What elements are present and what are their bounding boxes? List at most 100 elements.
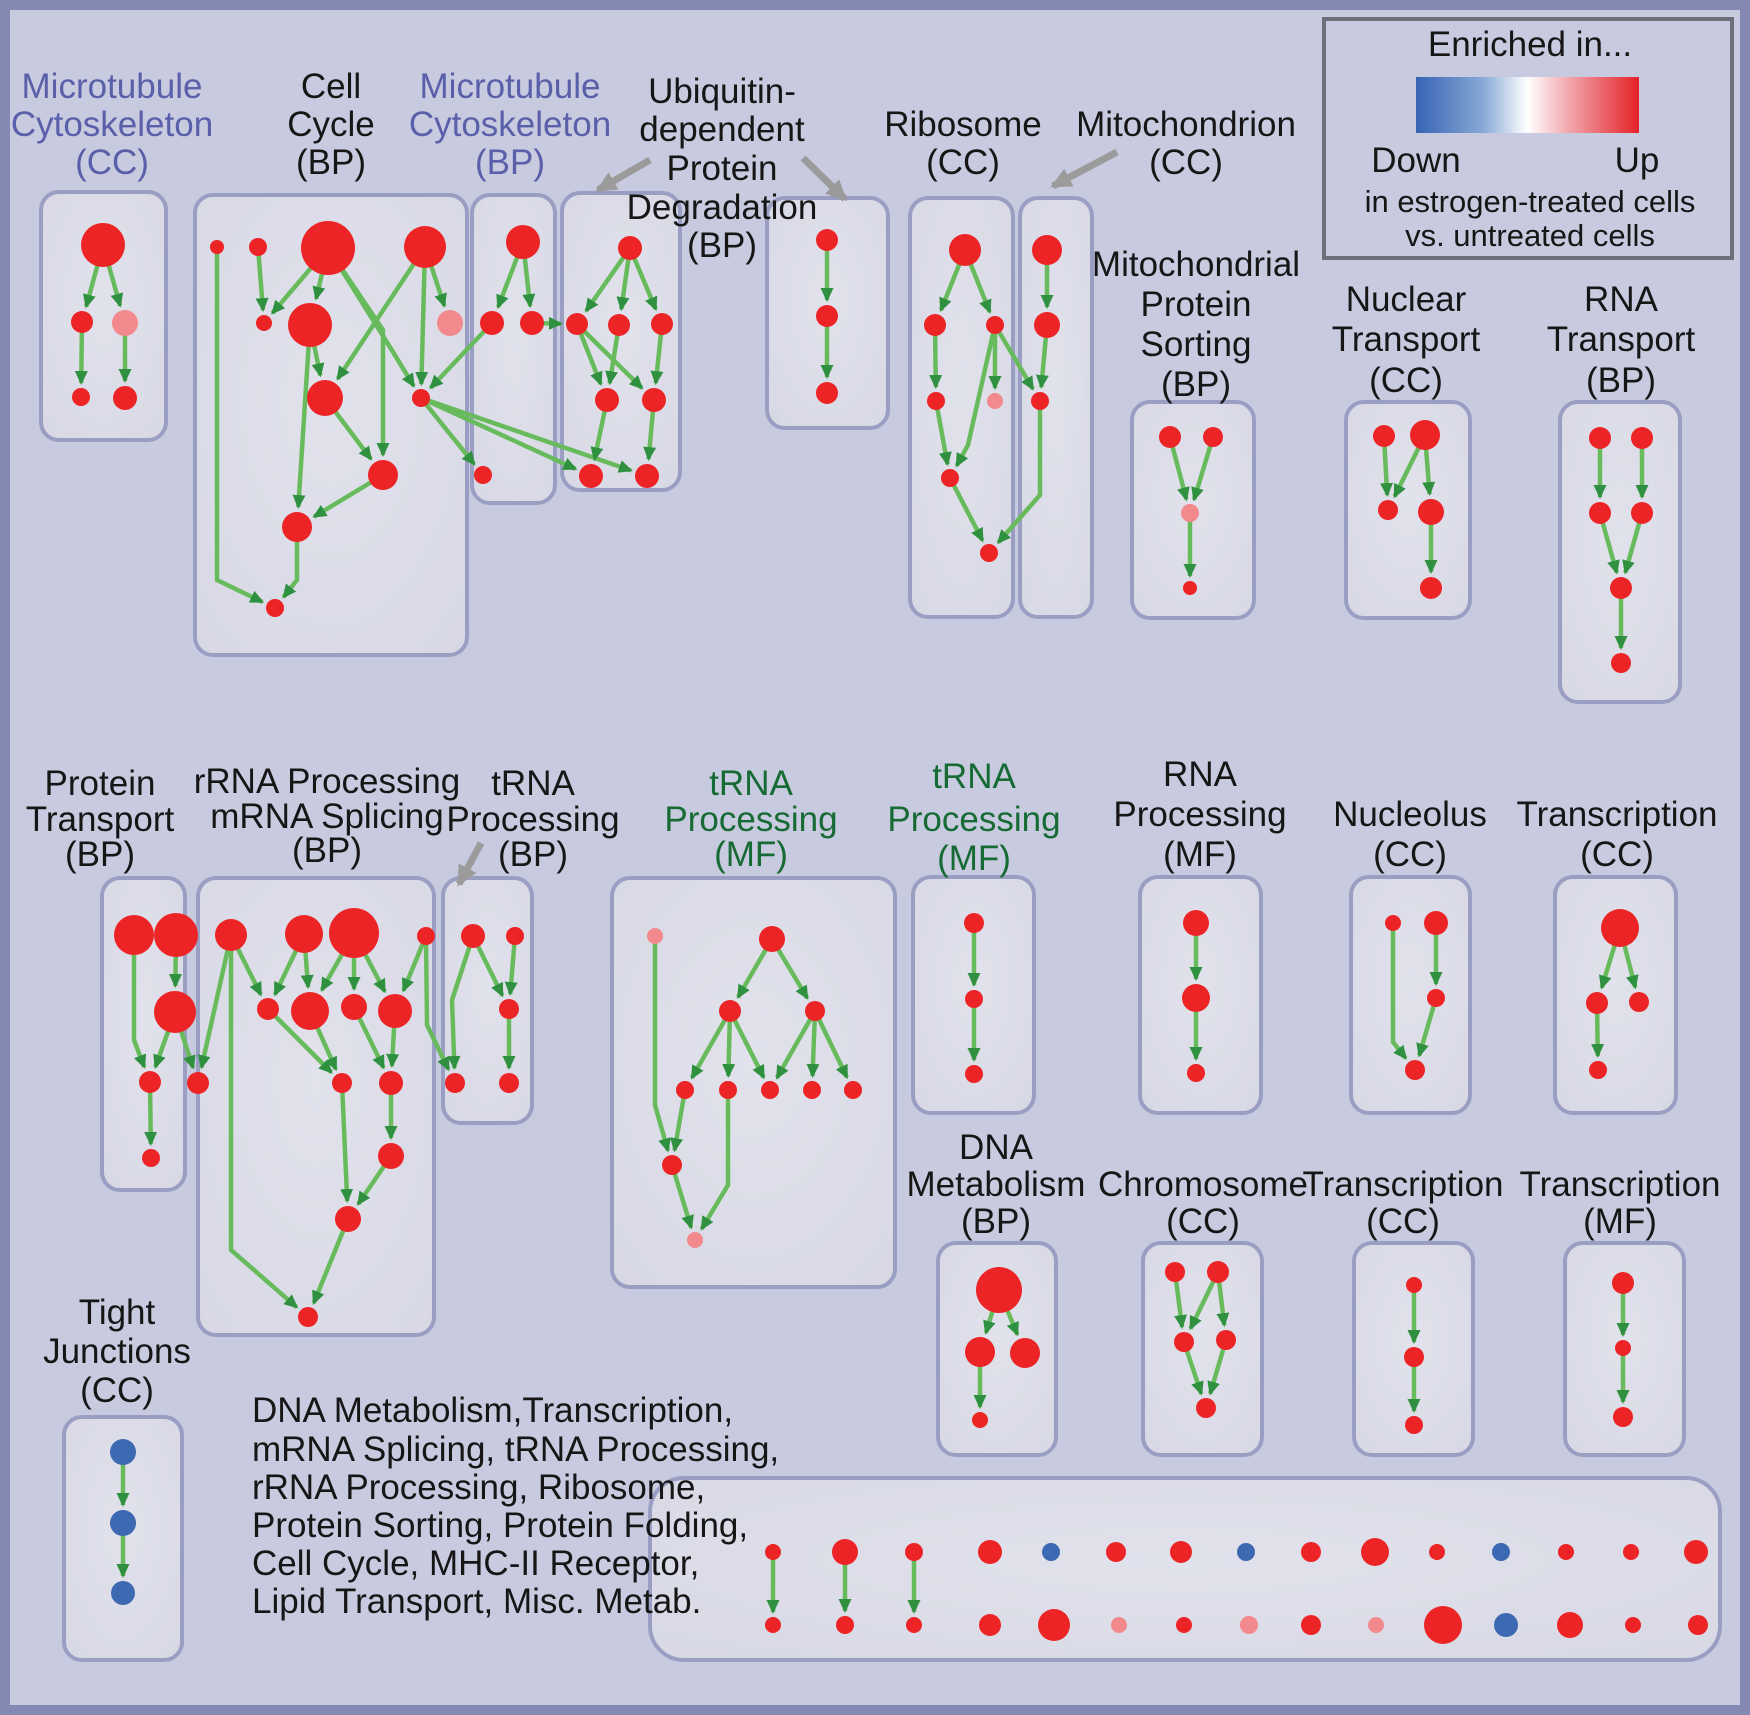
- gene-node-j2[interactable]: [965, 990, 983, 1008]
- gene-node-p4[interactable]: [139, 1071, 161, 1093]
- gene-node-k3[interactable]: [719, 1000, 741, 1022]
- gene-node-d2[interactable]: [965, 1337, 995, 1367]
- gene-node-v3[interactable]: [816, 382, 838, 404]
- gene-node-u1[interactable]: [618, 236, 642, 260]
- gene-node-w3[interactable]: [1187, 1064, 1205, 1082]
- gene-node-wt9[interactable]: [1301, 1542, 1321, 1562]
- gene-node-r7[interactable]: [980, 544, 998, 562]
- gene-node-wb7[interactable]: [1176, 1617, 1192, 1633]
- gene-node-wt1[interactable]: [765, 1544, 781, 1560]
- gene-node-cc5[interactable]: [256, 315, 272, 331]
- gene-node-t1[interactable]: [1032, 235, 1062, 265]
- gene-node-s1[interactable]: [1159, 426, 1181, 448]
- gene-node-g2[interactable]: [285, 915, 323, 953]
- gene-node-n5[interactable]: [1420, 577, 1442, 599]
- gene-node-wt15[interactable]: [1684, 1540, 1708, 1564]
- gene-node-cc2[interactable]: [249, 238, 267, 256]
- gene-node-r2[interactable]: [924, 314, 946, 336]
- gene-node-cc12[interactable]: [266, 599, 284, 617]
- gene-node-k5[interactable]: [676, 1081, 694, 1099]
- gene-node-f2[interactable]: [1615, 1340, 1631, 1356]
- gene-node-e3[interactable]: [1405, 1416, 1423, 1434]
- gene-node-u6[interactable]: [642, 388, 666, 412]
- gene-node-k6[interactable]: [719, 1081, 737, 1099]
- gene-node-q4[interactable]: [1631, 502, 1653, 524]
- gene-node-wt3[interactable]: [905, 1543, 923, 1561]
- gene-node-cc9[interactable]: [412, 389, 430, 407]
- gene-node-c3[interactable]: [1174, 1332, 1194, 1352]
- gene-node-s4[interactable]: [1183, 581, 1197, 595]
- gene-node-wb9[interactable]: [1301, 1615, 1321, 1635]
- gene-node-u2[interactable]: [566, 313, 588, 335]
- gene-node-wt4[interactable]: [978, 1540, 1002, 1564]
- gene-node-wb1[interactable]: [765, 1617, 781, 1633]
- gene-node-k8[interactable]: [803, 1081, 821, 1099]
- gene-node-u5[interactable]: [595, 388, 619, 412]
- gene-node-q6[interactable]: [1611, 653, 1631, 673]
- gene-node-r1[interactable]: [949, 234, 981, 266]
- gene-node-a4[interactable]: [72, 388, 90, 406]
- gene-node-p1[interactable]: [114, 915, 154, 955]
- gene-node-r3[interactable]: [986, 316, 1004, 334]
- gene-node-g12[interactable]: [335, 1206, 361, 1232]
- gene-node-y3[interactable]: [1629, 992, 1649, 1012]
- gene-node-cc3[interactable]: [301, 221, 355, 275]
- gene-node-m3[interactable]: [520, 311, 544, 335]
- gene-node-a3[interactable]: [112, 310, 138, 336]
- gene-node-u7[interactable]: [579, 464, 603, 488]
- gene-node-p3[interactable]: [154, 991, 196, 1033]
- gene-node-cc11[interactable]: [282, 512, 312, 542]
- gene-node-w1[interactable]: [1183, 910, 1209, 936]
- gene-node-k9[interactable]: [844, 1081, 862, 1099]
- gene-node-q5[interactable]: [1610, 577, 1632, 599]
- gene-node-wb10[interactable]: [1368, 1617, 1384, 1633]
- gene-node-g6[interactable]: [291, 992, 329, 1030]
- gene-node-wb12[interactable]: [1494, 1613, 1518, 1637]
- gene-node-h4[interactable]: [445, 1073, 465, 1093]
- gene-node-c2[interactable]: [1207, 1261, 1229, 1283]
- gene-node-g4[interactable]: [417, 927, 435, 945]
- gene-node-wb11[interactable]: [1424, 1606, 1462, 1644]
- gene-node-wb15[interactable]: [1688, 1615, 1708, 1635]
- gene-node-c1[interactable]: [1165, 1262, 1185, 1282]
- gene-node-k10[interactable]: [662, 1155, 682, 1175]
- gene-node-w2[interactable]: [1182, 984, 1210, 1012]
- gene-node-g3[interactable]: [329, 908, 379, 958]
- gene-node-wt2[interactable]: [832, 1539, 858, 1565]
- gene-node-r5[interactable]: [987, 393, 1003, 409]
- gene-node-e2[interactable]: [1404, 1347, 1424, 1367]
- gene-node-d4[interactable]: [972, 1412, 988, 1428]
- gene-node-wb8[interactable]: [1240, 1616, 1258, 1634]
- gene-node-m4[interactable]: [474, 466, 492, 484]
- gene-node-tj1[interactable]: [110, 1439, 136, 1465]
- gene-node-wt8[interactable]: [1237, 1543, 1255, 1561]
- gene-node-s3[interactable]: [1181, 504, 1199, 522]
- gene-node-f3[interactable]: [1613, 1407, 1633, 1427]
- gene-node-q1[interactable]: [1589, 427, 1611, 449]
- gene-node-k11[interactable]: [687, 1232, 703, 1248]
- gene-node-wb6[interactable]: [1111, 1617, 1127, 1633]
- gene-node-wt12[interactable]: [1492, 1543, 1510, 1561]
- gene-node-h3[interactable]: [499, 999, 519, 1019]
- gene-node-h2[interactable]: [506, 927, 524, 945]
- gene-node-tj3[interactable]: [111, 1581, 135, 1605]
- gene-node-wt10[interactable]: [1361, 1538, 1389, 1566]
- gene-node-x4[interactable]: [1405, 1060, 1425, 1080]
- gene-node-q2[interactable]: [1631, 427, 1653, 449]
- gene-node-a2[interactable]: [71, 311, 93, 333]
- gene-node-a1[interactable]: [81, 223, 125, 267]
- gene-node-e1[interactable]: [1406, 1277, 1422, 1293]
- gene-node-a5[interactable]: [113, 386, 137, 410]
- gene-node-cc1[interactable]: [210, 240, 224, 254]
- gene-node-r6[interactable]: [941, 469, 959, 487]
- gene-node-c5[interactable]: [1196, 1398, 1216, 1418]
- gene-node-d1[interactable]: [976, 1267, 1022, 1313]
- gene-node-g5[interactable]: [257, 998, 279, 1020]
- gene-node-d3[interactable]: [1010, 1338, 1040, 1368]
- gene-node-cc7[interactable]: [437, 310, 463, 336]
- gene-node-p2[interactable]: [154, 913, 198, 957]
- gene-node-k4[interactable]: [805, 1001, 825, 1021]
- gene-node-cc6[interactable]: [288, 303, 332, 347]
- gene-node-c4[interactable]: [1216, 1330, 1236, 1350]
- gene-node-wt7[interactable]: [1170, 1541, 1192, 1563]
